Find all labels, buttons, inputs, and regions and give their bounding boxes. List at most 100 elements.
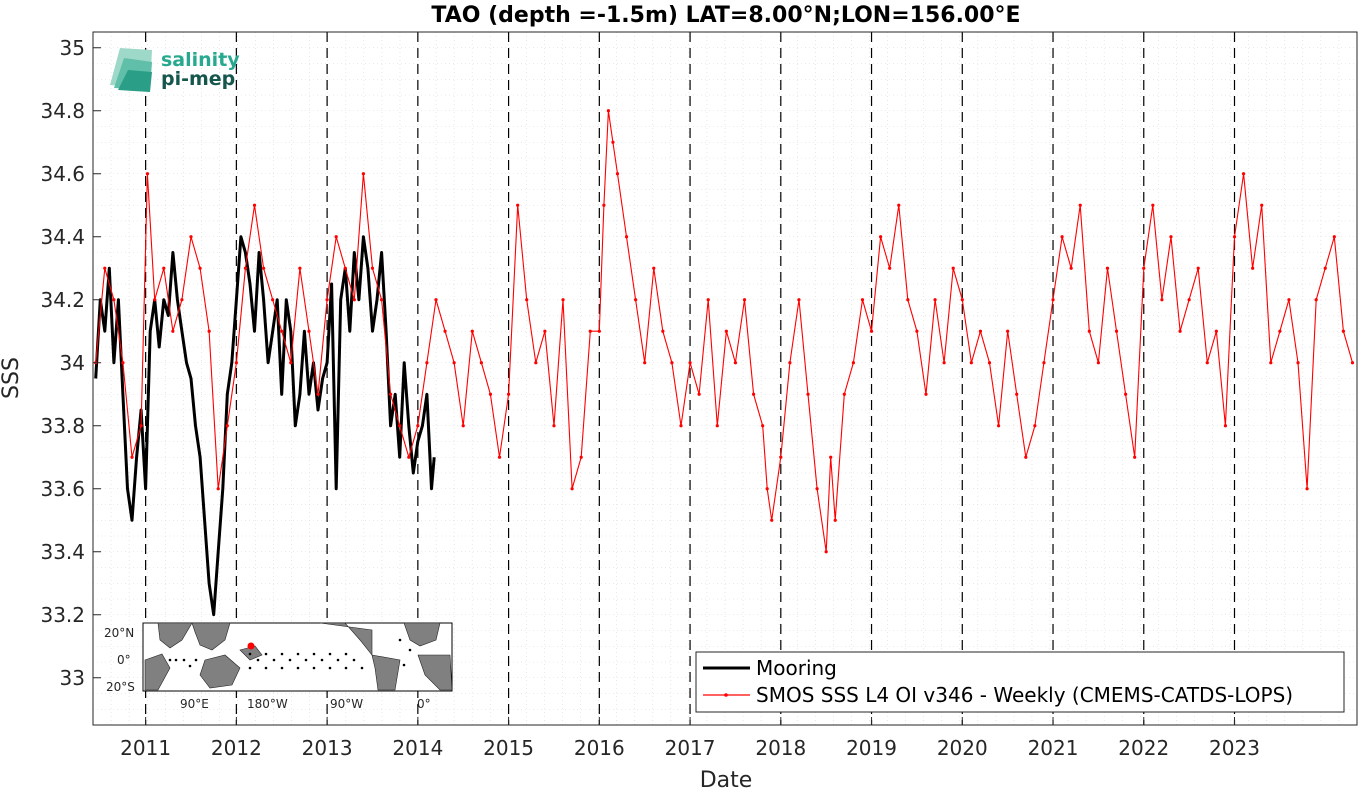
inset-lon-label-90e: 90°E	[180, 697, 209, 711]
smos-point	[1332, 235, 1336, 239]
smos-point	[121, 361, 125, 365]
smos-point	[416, 424, 420, 428]
x-tick-label: 2015	[483, 736, 534, 760]
smos-point	[1296, 361, 1300, 365]
smos-point	[724, 329, 728, 333]
smos-point	[751, 392, 756, 396]
smos-point	[261, 266, 266, 270]
smos-point	[534, 361, 538, 365]
series-layer	[94, 109, 1355, 617]
smos-point	[316, 392, 320, 396]
x-tick-label: 2017	[665, 736, 716, 760]
smos-point	[407, 455, 411, 459]
smos-point	[543, 329, 547, 333]
smos-point	[879, 235, 883, 239]
smos-point	[888, 266, 892, 270]
x-tick-label: 2016	[574, 736, 625, 760]
inset-lat-label-20n: 20°N	[104, 626, 134, 640]
logo-icon	[110, 48, 152, 92]
smos-point	[325, 298, 329, 302]
series-line-smos	[95, 110, 1354, 553]
smos-point	[615, 172, 620, 176]
smos-point	[987, 361, 992, 365]
smos-point	[951, 266, 955, 270]
smos-point	[1096, 361, 1100, 365]
smos-point	[561, 298, 565, 302]
x-tick-label: 2014	[392, 736, 443, 760]
smos-point	[139, 424, 143, 428]
smos-point	[280, 329, 284, 333]
smos-point	[829, 455, 833, 459]
legend-label-smos: SMOS SSS L4 OI v346 - Weekly (CMEMS-CATD…	[756, 683, 1293, 707]
legend: Mooring SMOS SSS L4 OI v346 - Weekly (CM…	[695, 651, 1345, 713]
smos-point	[933, 298, 937, 302]
smos-point	[298, 266, 302, 270]
smos-point	[343, 266, 347, 270]
smos-point	[271, 298, 275, 302]
inset-lon-label-90w: 90°W	[330, 697, 363, 711]
smos-point	[715, 424, 719, 428]
smos-point	[1214, 329, 1218, 333]
inset-station-marker	[247, 642, 255, 650]
smos-point	[1205, 361, 1209, 365]
smos-point	[624, 235, 629, 239]
smos-point	[479, 361, 483, 365]
smos-point	[770, 518, 774, 522]
smos-point	[652, 266, 656, 270]
x-tick-label: 2020	[937, 736, 988, 760]
smos-point	[162, 266, 166, 270]
smos-point	[824, 550, 828, 554]
smos-point	[1060, 235, 1064, 239]
smos-point	[153, 298, 157, 302]
smos-point	[679, 424, 683, 428]
inset-lon-label-180w: 180°W	[247, 697, 288, 711]
smos-point	[1169, 235, 1173, 239]
inset-mooring-dots	[168, 638, 412, 670]
smos-point	[1223, 424, 1228, 428]
y-tick-label: 33.2	[40, 603, 85, 627]
smos-point	[1124, 392, 1128, 396]
smos-point	[1260, 203, 1264, 207]
smos-point	[289, 361, 293, 365]
y-axis-label: SSS	[0, 357, 24, 399]
x-axis-label: Date	[700, 768, 753, 790]
x-tick-label: 2019	[846, 736, 897, 760]
smos-point	[198, 266, 202, 270]
smos-point	[978, 329, 983, 333]
legend-swatch-smos-marker	[724, 693, 728, 697]
smos-point	[1187, 298, 1191, 302]
smos-point	[488, 392, 493, 396]
smos-point	[597, 329, 601, 333]
smos-point	[1341, 329, 1345, 333]
smos-point	[361, 172, 366, 176]
smos-point	[570, 487, 574, 491]
smos-point	[643, 361, 647, 365]
ticks: 2011 2012 2013 2014 2015 2016 2017 2018 2019 2020…	[40, 36, 1259, 760]
smos-point	[516, 203, 520, 207]
inset-lat-label-0: 0°	[117, 653, 131, 667]
x-tick-label: 2023	[1209, 736, 1260, 760]
x-tick-label: 2013	[302, 736, 353, 760]
smos-point	[1314, 298, 1318, 302]
smos-point	[145, 172, 150, 176]
smos-point	[1033, 424, 1037, 428]
smos-point	[915, 329, 919, 333]
smos-point	[1251, 266, 1255, 270]
smos-point	[389, 392, 393, 396]
smos-point	[1042, 361, 1046, 365]
smos-point	[602, 203, 606, 207]
logo-text-line1: salinity	[161, 49, 240, 71]
smos-point	[706, 298, 710, 302]
smos-point	[1078, 203, 1082, 207]
smos-point	[833, 518, 837, 522]
smos-point	[189, 235, 193, 239]
smos-point	[765, 487, 769, 491]
smos-point	[1232, 235, 1237, 239]
inset-lon-label-0: 0°	[417, 697, 431, 711]
smos-point	[434, 298, 438, 302]
y-tick-label: 33.6	[40, 477, 85, 501]
y-tick-label: 33.4	[40, 540, 85, 564]
smos-point	[906, 298, 910, 302]
smos-point	[1114, 329, 1119, 333]
smos-point	[797, 298, 801, 302]
